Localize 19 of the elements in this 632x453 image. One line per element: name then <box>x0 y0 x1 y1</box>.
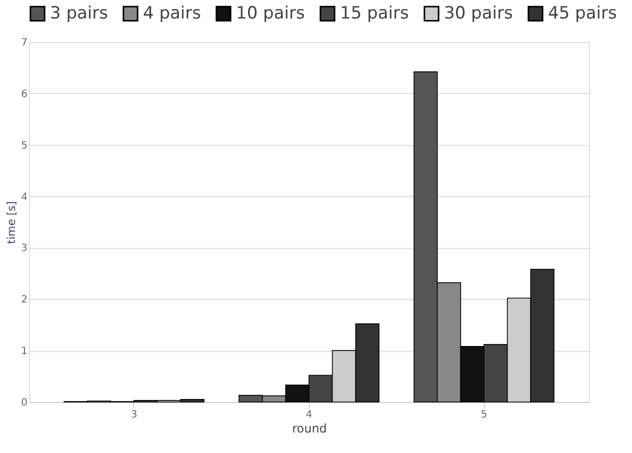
legend-label: 15 pairs <box>340 4 409 24</box>
legend-label: 10 pairs <box>236 4 305 24</box>
legend-label: 3 pairs <box>50 4 108 24</box>
y-tick-label: 0 <box>21 398 28 408</box>
y-tick-label: 2 <box>21 294 28 306</box>
y-tick-label: 7 <box>21 38 28 48</box>
y-tick-label: 5 <box>21 140 28 152</box>
y-axis-title: time [s] <box>5 201 18 244</box>
legend-label: 45 pairs <box>548 4 617 24</box>
y-tick-label: 6 <box>21 88 28 100</box>
y-tick-label: 4 <box>21 192 28 203</box>
legend-label: 30 pairs <box>444 4 513 24</box>
x-tick-label: 5 <box>480 410 488 420</box>
x-tick-label: 3 <box>130 410 138 420</box>
x-tick-label: 4 <box>306 410 312 420</box>
legend-label: 4 pairs <box>143 4 202 24</box>
y-tick-label: 1 <box>21 346 28 358</box>
y-tick-label: 3 <box>21 243 28 254</box>
x-axis-title: round <box>292 422 327 436</box>
